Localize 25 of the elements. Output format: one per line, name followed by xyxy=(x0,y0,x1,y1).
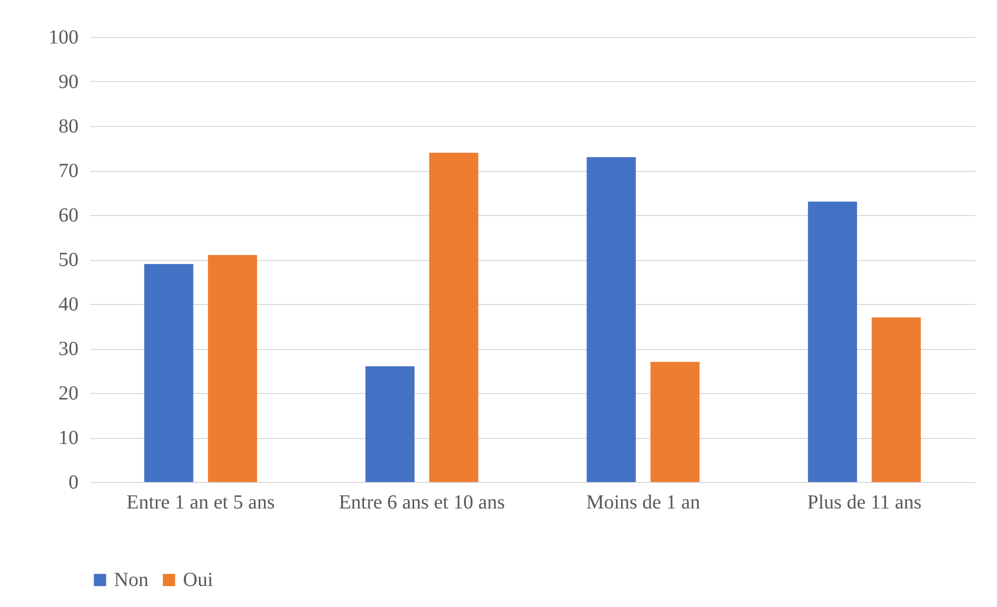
x-tick-label: Entre 6 ans et 10 ans xyxy=(338,492,506,514)
bar xyxy=(586,157,636,482)
y-tick-label: 90 xyxy=(58,71,78,93)
bar xyxy=(429,152,478,482)
bar xyxy=(208,255,258,482)
legend-label: Oui xyxy=(183,569,214,591)
y-tick-label: 70 xyxy=(58,160,78,182)
x-tick-label: Entre 1 an et 5 ans xyxy=(126,492,275,514)
y-tick-label: 40 xyxy=(58,294,78,316)
bar xyxy=(365,366,415,482)
y-tick-label: 20 xyxy=(58,382,78,404)
y-tick-label: 50 xyxy=(58,249,78,271)
bar xyxy=(872,317,921,482)
y-tick-label: 80 xyxy=(58,116,78,138)
y-tick-label: 0 xyxy=(68,472,78,494)
y-tick-label: 10 xyxy=(58,427,78,449)
bar xyxy=(808,202,858,482)
bar xyxy=(144,264,194,482)
y-tick-label: 60 xyxy=(58,204,78,226)
bar xyxy=(650,362,700,482)
x-tick-label: Moins de 1 an xyxy=(586,492,700,514)
legend-label: Non xyxy=(114,569,148,591)
x-tick-label: Plus de 11 ans xyxy=(807,492,922,514)
y-tick-label: 30 xyxy=(58,338,78,360)
y-tick-label: 100 xyxy=(48,26,78,48)
